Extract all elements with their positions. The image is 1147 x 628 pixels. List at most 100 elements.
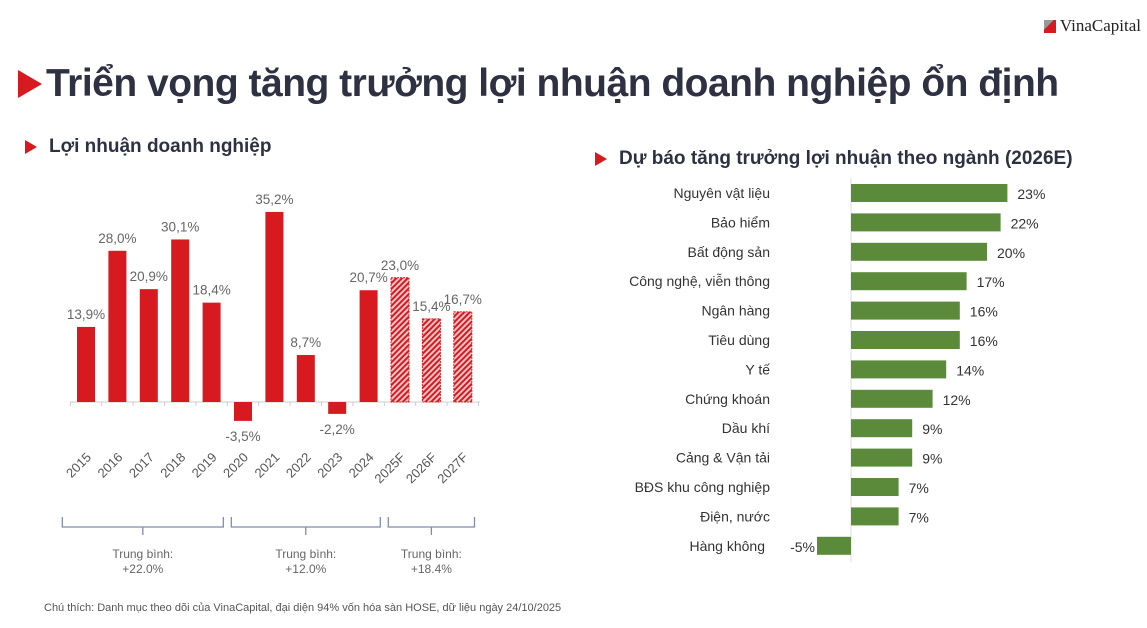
- bar-2021: [265, 211, 284, 402]
- bar-Dầu khí: [851, 419, 913, 438]
- bar-Hàng không: [817, 536, 851, 555]
- data-label: 9%: [922, 421, 942, 437]
- group-average-value: +18.4%: [411, 562, 452, 576]
- x-tick-label: 2025F: [371, 449, 408, 486]
- category-label: Ngân hàng: [701, 303, 770, 319]
- group-average-label: Trung bình:: [112, 547, 173, 561]
- bar-2016: [108, 250, 127, 402]
- data-label: 16%: [970, 333, 998, 349]
- category-label: Bảo hiểm: [711, 214, 770, 230]
- data-label: 30,1%: [161, 219, 199, 234]
- data-label: 20%: [997, 245, 1025, 261]
- data-label: 20,7%: [349, 270, 387, 285]
- logo-icon: [1043, 19, 1056, 33]
- data-label: 20,9%: [130, 269, 168, 284]
- data-label: 9%: [922, 451, 942, 467]
- x-tick-label: 2015: [63, 450, 94, 481]
- right-chart-title: Dự báo tăng trưởng lợi nhuận theo ngành …: [595, 148, 1073, 170]
- category-label: Nguyên vật liệu: [673, 185, 770, 201]
- logo-text: VinaCapital: [1059, 16, 1141, 35]
- category-label: Y tế: [745, 361, 770, 377]
- data-label: 14%: [956, 362, 984, 378]
- data-label: 23%: [1017, 186, 1045, 202]
- x-tick-label: 2022: [283, 450, 314, 481]
- bar-2018: [171, 239, 190, 402]
- x-tick-label: 2020: [220, 450, 251, 481]
- right-chart-title-text: Dự báo tăng trưởng lợi nhuận theo ngành …: [619, 148, 1073, 169]
- left-chart-title-text: Lợi nhuận doanh nghiệp: [49, 136, 272, 157]
- bar-2025F: [390, 277, 410, 403]
- bar-Nguyên vật liệu: [851, 184, 1008, 202]
- data-label: 35,2%: [255, 192, 293, 207]
- x-tick-label: 2021: [251, 450, 282, 481]
- footnote: Chú thích: Danh mục theo dõi của VinaCap…: [44, 602, 562, 614]
- bar-2023: [328, 402, 347, 414]
- category-label: BĐS khu công nghiệp: [635, 479, 771, 495]
- data-label: 16%: [970, 304, 998, 320]
- data-label: -5%: [790, 539, 815, 555]
- data-label: 13,9%: [67, 307, 105, 322]
- bar-Tiêu dùng: [851, 331, 960, 349]
- x-tick-label: 2019: [189, 450, 220, 481]
- x-tick-label: 2026F: [403, 449, 440, 486]
- data-label: 8,7%: [290, 335, 321, 350]
- x-tick-label: 2018: [157, 450, 188, 481]
- bar-2017: [139, 289, 158, 402]
- group-average-value: +22.0%: [122, 562, 163, 576]
- triangle-bullet-icon: [18, 70, 42, 98]
- left-chart-title: Lợi nhuận doanh nghiệp: [25, 136, 271, 158]
- page-title-text: Triển vọng tăng trưởng lợi nhuận doanh n…: [46, 62, 1059, 105]
- data-label: -3,5%: [225, 429, 260, 444]
- group-average-label: Trung bình:: [275, 547, 336, 561]
- bar-2020: [234, 402, 252, 421]
- bar-2015: [77, 326, 95, 402]
- bar-2026F: [421, 318, 441, 403]
- data-label: -2,2%: [320, 422, 355, 437]
- bar-Chứng khoán: [851, 389, 933, 408]
- group-bracket: [230, 517, 381, 535]
- triangle-bullet-icon: [25, 140, 37, 154]
- bar-Điện, nước: [851, 507, 899, 526]
- data-label: 7%: [909, 509, 929, 525]
- group-bracket: [387, 517, 476, 535]
- data-label: 18,4%: [192, 283, 230, 298]
- group-average-value: +12.0%: [285, 562, 326, 576]
- category-label: Dầu khí: [722, 420, 770, 436]
- x-tick-label: 2027F: [434, 449, 471, 486]
- bar-Cảng & Vận tải: [851, 448, 913, 467]
- bar-Công nghệ, viễn thông: [851, 272, 967, 291]
- group-average-label: Trung bình:: [401, 547, 462, 561]
- bar-2019: [202, 302, 221, 402]
- sector-forecast-bar-chart: Nguyên vật liệu 23% Bảo hiểm 22% Bất động sả…: [629, 178, 1045, 562]
- vinacapital-logo: VinaCapital: [1043, 16, 1141, 36]
- data-label: 7%: [909, 480, 929, 496]
- data-label: 12%: [943, 392, 971, 408]
- category-label: Điện, nước: [700, 508, 770, 524]
- data-label: 16,7%: [444, 292, 482, 307]
- data-label: 17%: [977, 274, 1005, 290]
- bar-Ngân hàng: [851, 301, 960, 320]
- profit-growth-bar-chart: 13,9% 2015 28,0% 2016 20,9% 2017 30,1% 2018 18,4…: [61, 192, 482, 576]
- bar-BĐS khu công nghiệp: [851, 478, 899, 496]
- group-bracket: [61, 517, 224, 535]
- bar-2027F: [453, 311, 473, 403]
- bar-2024: [359, 290, 378, 402]
- bar-Y tế: [851, 360, 947, 379]
- data-label: 15,4%: [412, 299, 450, 314]
- bar-2022: [296, 355, 315, 402]
- bar-Bảo hiểm: [851, 213, 1001, 232]
- bar-Bất động sản: [851, 242, 987, 261]
- category-label: Cảng & Vận tải: [676, 450, 770, 466]
- page-title: Triển vọng tăng trưởng lợi nhuận doanh n…: [18, 62, 1059, 106]
- category-label: Hàng không: [689, 538, 765, 554]
- data-label: 23,0%: [381, 258, 419, 273]
- category-label: Chứng khoán: [685, 391, 770, 407]
- triangle-bullet-icon: [595, 152, 607, 166]
- data-label: 28,0%: [98, 231, 136, 246]
- x-tick-label: 2017: [126, 450, 157, 481]
- category-label: Tiêu dùng: [708, 332, 770, 348]
- category-label: Công nghệ, viễn thông: [629, 273, 770, 289]
- x-tick-label: 2023: [314, 450, 345, 481]
- category-label: Bất động sản: [687, 244, 770, 260]
